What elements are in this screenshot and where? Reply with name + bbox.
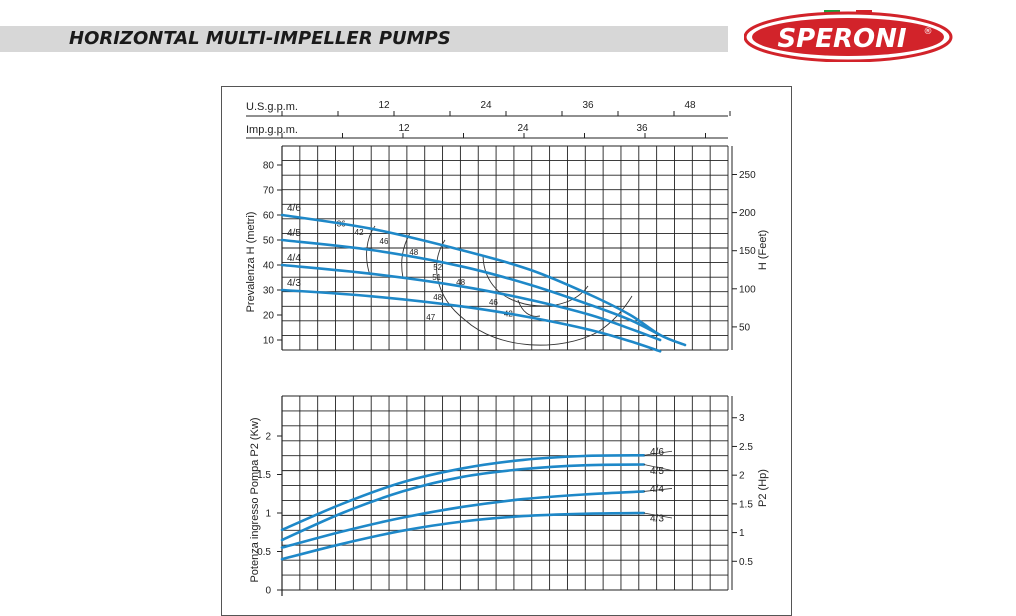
head-curve-labels: 4/6 4/5 4/4 4/3 xyxy=(287,203,301,289)
pump-performance-charts: U.S.g.p.m. Imp.g.p.m. Prevalenza H (metr… xyxy=(245,100,769,596)
power-y2-tick-label: 2 xyxy=(739,471,745,482)
power-curve-label: 4/6 xyxy=(650,447,664,458)
head-y2-tick-label: 150 xyxy=(739,246,756,257)
head-y2-tick-label: 200 xyxy=(739,208,756,219)
power-curve-4-4 xyxy=(280,490,646,549)
power-curve-labels: 4/6 4/5 4/4 4/3 xyxy=(643,447,673,525)
power-y2-tick-label: 1 xyxy=(739,528,745,539)
usgpm-tick-label: 12 xyxy=(378,100,390,111)
power-y-tick-label: 2 xyxy=(265,432,271,443)
power-y2-tick-label: 0.5 xyxy=(739,557,753,568)
usgpm-tick-label: 36 xyxy=(582,100,594,111)
head-y2-axis-label: H (Feet) xyxy=(757,230,769,270)
usgpm-tick-label: 24 xyxy=(480,100,492,111)
power-chart-axes: Potenza ingresso Pompa P2 (Kw) P2 (Hp) 0… xyxy=(249,396,769,596)
logo-wordmark: SPERONI xyxy=(777,24,906,54)
head-curve-label: 4/4 xyxy=(287,253,301,264)
power-curve-leader xyxy=(643,450,673,456)
speroni-logo: SPERONI ® xyxy=(744,10,953,62)
impgpm-tick-label: 24 xyxy=(517,123,529,134)
power-y2-tick-label: 1.5 xyxy=(739,499,753,510)
power-curve-leader xyxy=(643,488,673,492)
head-y-tick-label: 10 xyxy=(263,336,275,347)
impgpm-tick-label: 12 xyxy=(398,123,410,134)
head-curve-label: 4/6 xyxy=(287,203,301,214)
impgpm-tick-label: 36 xyxy=(636,123,648,134)
head-y-tick-label: 30 xyxy=(263,286,275,297)
efficiency-label: 47 xyxy=(426,313,435,322)
logo-registered-mark: ® xyxy=(924,27,933,37)
efficiency-label: 48 xyxy=(409,248,418,257)
power-curve-label: 4/3 xyxy=(650,514,664,525)
efficiency-contour-line xyxy=(482,255,589,307)
efficiency-label: 42 xyxy=(355,228,364,237)
head-curve-label: 4/3 xyxy=(287,278,301,289)
head-curve-4-4 xyxy=(280,263,662,342)
usgpm-axis-label: U.S.g.p.m. xyxy=(246,101,298,113)
usgpm-tick-label: 48 xyxy=(684,100,696,111)
head-y-tick-label: 80 xyxy=(263,161,275,172)
efficiency-label: 48 xyxy=(433,293,442,302)
head-y-tick-label: 40 xyxy=(263,261,275,272)
power-y2-axis-label: P2 (Hp) xyxy=(757,469,769,507)
power-y-axis-label: Potenza ingresso Pompa P2 (Kw) xyxy=(249,417,261,582)
head-curve-4-5 xyxy=(280,238,662,337)
head-y-axis-label: Prevalenza H (metri) xyxy=(245,212,257,313)
power-y-tick-label: 0 xyxy=(265,586,271,597)
head-y-tick-label: 50 xyxy=(263,236,275,247)
power-curve-leader xyxy=(643,512,673,519)
head-curve-4-3 xyxy=(280,288,662,353)
efficiency-contour-line xyxy=(436,239,633,346)
logo-flag-red xyxy=(856,10,872,13)
head-y2-tick-label: 250 xyxy=(739,170,756,181)
impgpm-axis-label: Imp.g.p.m. xyxy=(246,124,298,136)
page-title: HORIZONTAL MULTI-IMPELLER PUMPS xyxy=(69,28,451,49)
power-y2-tick-label: 3 xyxy=(739,413,745,424)
power-curve-leader xyxy=(643,464,673,471)
power-curve-4-5 xyxy=(280,463,646,542)
head-y-tick-label: 60 xyxy=(263,211,275,222)
efficiency-label: 48 xyxy=(456,278,465,287)
head-curves xyxy=(280,213,687,353)
efficiency-contour-line xyxy=(517,299,541,317)
power-y-tick-label: 1 xyxy=(265,509,271,520)
efficiency-label: 46 xyxy=(489,298,498,307)
logo-flag-green xyxy=(824,10,840,13)
power-curve-label: 4/4 xyxy=(650,484,664,495)
power-y-tick-label: 1.5 xyxy=(257,470,271,481)
head-y-tick-label: 20 xyxy=(263,311,275,322)
power-curve-4-3 xyxy=(280,511,646,561)
head-chart-axes: U.S.g.p.m. Imp.g.p.m. Prevalenza H (metr… xyxy=(245,100,769,350)
power-y-tick-label: 0.5 xyxy=(257,547,271,558)
power-curve-4-6 xyxy=(280,454,646,532)
efficiency-label: 52 xyxy=(433,263,442,272)
power-y2-tick-label: 2.5 xyxy=(739,442,753,453)
logo-oval-inner xyxy=(752,18,944,56)
head-y-tick-label: 70 xyxy=(263,186,275,197)
power-curve-label: 4/5 xyxy=(650,466,664,477)
efficiency-label: 46 xyxy=(380,237,389,246)
header-band xyxy=(0,26,728,52)
head-y2-tick-label: 100 xyxy=(739,284,756,295)
head-y2-tick-label: 50 xyxy=(739,322,751,333)
power-curves xyxy=(280,454,646,561)
head-curve-label: 4/5 xyxy=(287,228,301,239)
efficiency-label: 51 xyxy=(432,273,441,282)
